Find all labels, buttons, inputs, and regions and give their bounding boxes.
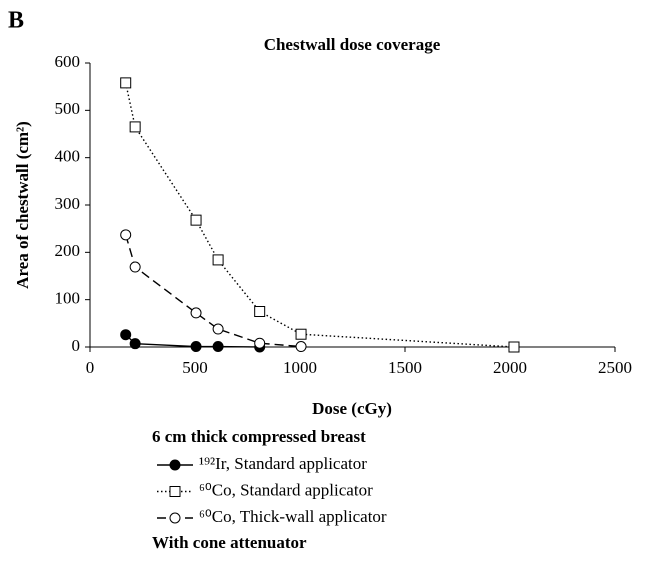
marker xyxy=(254,306,266,317)
marker xyxy=(190,307,202,319)
y-tick-label: 100 xyxy=(55,289,81,308)
x-tick-label: 500 xyxy=(182,358,208,377)
series-line xyxy=(125,82,515,348)
legend-footer: With cone attenuator xyxy=(152,533,307,552)
x-tick-label: 0 xyxy=(86,358,95,377)
y-tick-label: 300 xyxy=(55,194,81,213)
legend-label: ⁶⁰Co, Standard applicator xyxy=(199,480,373,499)
x-tick-label: 1500 xyxy=(388,358,422,377)
legend-label: ¹⁹²Ir, Standard applicator xyxy=(199,454,367,473)
x-axis-label: Dose (cGy) xyxy=(312,399,392,418)
x-tick-label: 2500 xyxy=(598,358,632,377)
series-line xyxy=(125,234,302,348)
marker xyxy=(120,229,132,241)
y-tick-label: 600 xyxy=(55,52,81,71)
y-tick-label: 500 xyxy=(55,99,81,118)
marker xyxy=(120,329,132,341)
y-tick-label: 0 xyxy=(72,336,81,355)
marker xyxy=(508,341,520,353)
legend-title: 6 cm thick compressed breast xyxy=(152,427,366,446)
y-tick-label: 400 xyxy=(55,147,81,166)
marker xyxy=(212,341,224,353)
marker xyxy=(295,341,307,353)
legend-marker xyxy=(169,459,181,471)
x-tick-label: 1000 xyxy=(283,358,317,377)
marker xyxy=(120,77,132,89)
y-tick-label: 200 xyxy=(55,241,81,260)
marker xyxy=(212,254,224,266)
legend-marker xyxy=(169,486,181,497)
x-tick-label: 2000 xyxy=(493,358,527,377)
legend-label: ⁶⁰Co, Thick-wall applicator xyxy=(199,507,387,526)
y-axis-label: Area of chestwall (cm²) xyxy=(13,121,32,289)
chart-title: Chestwall dose coverage xyxy=(264,35,441,54)
marker xyxy=(190,341,202,353)
marker xyxy=(212,323,224,335)
marker xyxy=(254,337,266,349)
marker xyxy=(129,338,141,350)
marker xyxy=(190,214,202,226)
legend-marker xyxy=(169,512,181,524)
marker xyxy=(295,328,307,340)
panel-label: B xyxy=(8,8,24,34)
marker xyxy=(129,121,141,133)
marker xyxy=(129,261,141,273)
